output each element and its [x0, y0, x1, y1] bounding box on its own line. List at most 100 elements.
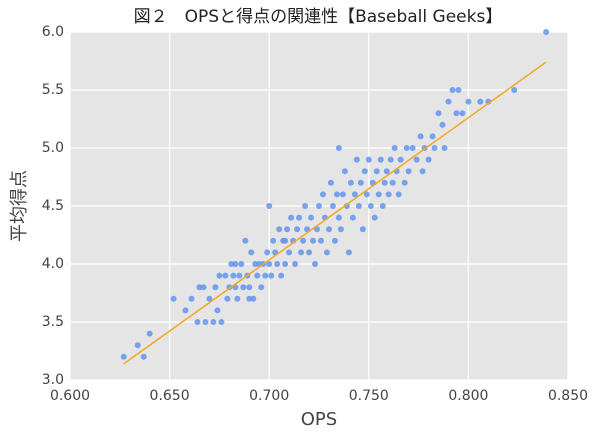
y-tick-label: 4.5 [42, 198, 64, 214]
y-tick-label: 3.0 [42, 372, 64, 388]
data-point [294, 226, 301, 233]
data-point [347, 179, 354, 186]
x-tick-label: 0.750 [349, 388, 389, 404]
data-point [355, 203, 362, 209]
data-point [337, 226, 344, 233]
data-point [409, 145, 416, 151]
data-point [401, 179, 408, 186]
data-point [429, 133, 436, 140]
data-point [288, 214, 295, 221]
trend-line [123, 61, 547, 365]
data-point [449, 87, 456, 93]
data-point [375, 191, 382, 198]
data-point [373, 168, 380, 175]
data-point [425, 156, 432, 163]
data-point [134, 342, 141, 349]
data-point [300, 237, 307, 244]
data-point [465, 98, 472, 105]
data-point [353, 156, 360, 163]
data-point [397, 156, 404, 163]
data-point [345, 249, 352, 256]
data-point [419, 168, 426, 175]
data-point [224, 295, 231, 302]
data-point [232, 261, 239, 267]
data-point [210, 319, 217, 325]
data-point [266, 203, 273, 209]
data-point [371, 214, 378, 221]
data-point [214, 307, 221, 314]
data-point [459, 110, 466, 117]
data-point [403, 145, 410, 151]
data-point [357, 179, 364, 186]
data-point [264, 249, 271, 256]
data-point [323, 249, 330, 256]
y-tick-label: 6.0 [42, 24, 64, 40]
data-point [234, 295, 241, 302]
data-point [385, 191, 392, 198]
x-axis-label: OPS [301, 409, 337, 430]
data-point [341, 168, 348, 175]
data-point [182, 307, 189, 314]
data-point [188, 295, 195, 302]
data-point [200, 284, 207, 291]
data-point [262, 272, 269, 279]
data-point [319, 191, 326, 198]
data-point [395, 191, 402, 198]
data-point [284, 226, 291, 233]
data-point [441, 145, 448, 151]
data-point [282, 261, 289, 267]
data-point [146, 330, 153, 337]
data-point [335, 214, 342, 221]
x-tick-label: 0.650 [150, 388, 190, 404]
data-point [417, 133, 424, 140]
data-point [383, 168, 390, 175]
data-point [140, 353, 147, 360]
data-point [349, 214, 356, 221]
data-point [230, 272, 237, 279]
data-point [248, 249, 255, 256]
data-point [298, 249, 305, 256]
data-point [312, 261, 319, 267]
data-point [363, 191, 370, 198]
data-point [361, 168, 368, 175]
y-tick-label: 5.5 [42, 82, 64, 98]
data-point [365, 156, 372, 163]
data-point [222, 272, 229, 279]
data-point [316, 203, 322, 209]
data-point [270, 237, 277, 244]
data-point [317, 237, 324, 244]
x-tick-label: 0.700 [249, 388, 289, 404]
data-point [413, 156, 420, 163]
data-point [218, 319, 225, 325]
data-point [327, 179, 334, 186]
data-point [194, 319, 201, 325]
data-point [268, 272, 275, 279]
data-point [339, 191, 346, 198]
data-point [455, 87, 462, 93]
data-point [276, 226, 283, 233]
data-point [543, 29, 550, 35]
data-point [367, 203, 374, 209]
data-point [304, 226, 311, 233]
data-point [511, 87, 518, 93]
data-point [274, 261, 281, 267]
x-tick-label: 0.800 [448, 388, 488, 404]
data-point [310, 237, 317, 244]
data-point [381, 179, 388, 186]
data-point [278, 272, 285, 279]
y-tick-label: 4.0 [42, 256, 64, 272]
data-point [389, 179, 396, 186]
data-point [296, 214, 303, 221]
data-point [308, 214, 315, 221]
data-point [351, 191, 358, 198]
data-point [302, 203, 309, 209]
data-point [377, 156, 384, 163]
data-point [206, 295, 213, 302]
data-point [238, 261, 245, 267]
data-point [333, 191, 340, 198]
data-point [266, 261, 273, 267]
y-axis-label: 平均得点 [9, 170, 30, 242]
data-point [331, 237, 338, 244]
data-point [329, 203, 336, 209]
